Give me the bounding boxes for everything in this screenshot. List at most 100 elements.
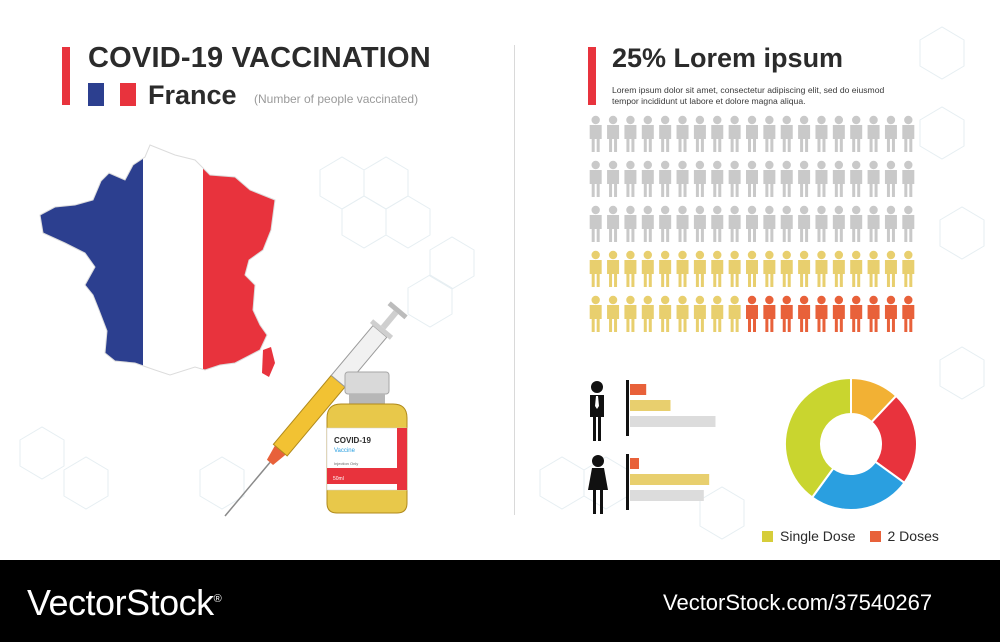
person-icon: [763, 250, 776, 287]
vial-brand: COVID-19: [334, 436, 371, 445]
person-icon: [589, 160, 602, 197]
person-icon: [728, 160, 741, 197]
center-divider: [514, 45, 515, 515]
person-icon: [798, 160, 811, 197]
person-icon: [746, 115, 758, 152]
person-icon: [728, 205, 741, 242]
person-icon: [659, 250, 672, 287]
person-icon: [659, 115, 672, 152]
person-icon: [693, 295, 706, 332]
person-icon: [902, 250, 915, 287]
person-icon: [728, 115, 741, 152]
france-map: [39, 144, 276, 377]
france-flag-icon: [88, 83, 136, 106]
person-icon: [746, 160, 758, 197]
person-icon: [850, 250, 863, 287]
person-icon: [711, 295, 724, 332]
legend-two-doses: 2 Doses: [869, 528, 939, 544]
stat-heading: 25% Lorem ipsum: [612, 43, 844, 73]
person-icon: [884, 115, 897, 152]
person-icon: [659, 160, 672, 197]
vaccine-vial: COVID-19 Vaccine Injection Only 50ml: [326, 371, 408, 514]
person-icon: [867, 115, 880, 152]
page-title: COVID-19 VACCINATION: [88, 42, 431, 74]
person-icon: [798, 115, 811, 152]
person-icon: [902, 115, 915, 152]
person-icon: [815, 115, 828, 152]
registered-mark: ®: [213, 593, 222, 605]
country-name: France: [148, 80, 237, 110]
bar-male-2: [630, 416, 716, 427]
person-icon: [780, 115, 793, 152]
person-icon: [624, 115, 637, 152]
person-icon: [850, 295, 863, 332]
bar-male-1: [630, 400, 671, 411]
female-icon: [588, 455, 608, 514]
person-icon: [884, 160, 897, 197]
person-icon: [798, 205, 811, 242]
person-icon: [763, 205, 776, 242]
footer-url[interactable]: VectorStock.com/37540267: [663, 590, 933, 615]
person-icon: [746, 295, 758, 332]
person-icon: [641, 205, 654, 242]
person-icon: [850, 115, 863, 152]
bar-female-1: [630, 474, 710, 485]
person-icon: [711, 160, 724, 197]
person-icon: [624, 160, 637, 197]
person-icon: [780, 205, 793, 242]
person-icon: [641, 250, 654, 287]
person-icon: [780, 295, 793, 332]
person-icon: [798, 250, 811, 287]
infographic-canvas: COVID-19 VACCINATION France (Number of p…: [19, 26, 985, 544]
person-icon: [815, 250, 828, 287]
person-icon: [746, 250, 758, 287]
bar-axis: [626, 454, 629, 510]
person-icon: [902, 160, 915, 197]
person-icon: [711, 205, 724, 242]
bar-male-0: [630, 384, 647, 395]
person-icon: [867, 295, 880, 332]
hexagon-background: [19, 26, 985, 540]
person-icon: [589, 115, 602, 152]
person-icon: [832, 115, 845, 152]
person-icon: [641, 160, 654, 197]
person-icon: [780, 160, 793, 197]
person-icon: [884, 250, 897, 287]
legend-single-dose-label: Single Dose: [780, 528, 856, 544]
person-icon: [815, 205, 828, 242]
person-icon: [902, 205, 915, 242]
person-icon: [676, 250, 689, 287]
person-icon: [832, 250, 845, 287]
male-icon: [590, 381, 604, 441]
person-icon: [728, 250, 741, 287]
person-icon: [624, 250, 637, 287]
person-icon: [641, 115, 654, 152]
vial-type: Vaccine: [334, 448, 356, 454]
bar-female-0: [630, 458, 639, 469]
footer-brand-name: VectorStock: [27, 582, 214, 623]
footer-brand[interactable]: VectorStock®: [27, 582, 222, 624]
person-icon: [607, 250, 620, 287]
person-icon: [624, 205, 637, 242]
legend-single-dose: Single Dose: [762, 528, 856, 544]
syringe-vial-illustration: COVID-19 Vaccine Injection Only 50ml: [224, 301, 408, 517]
person-icon: [867, 205, 880, 242]
person-icon: [884, 205, 897, 242]
gender-bar-chart: [626, 380, 716, 510]
person-icon: [832, 295, 845, 332]
person-icon: [780, 250, 793, 287]
person-icon: [676, 160, 689, 197]
person-icon: [798, 295, 811, 332]
person-icon: [676, 205, 689, 242]
person-icon: [850, 160, 863, 197]
person-icon: [607, 115, 620, 152]
legend-swatch-yellow: [762, 530, 773, 542]
person-icon: [711, 250, 724, 287]
chart-legend: Single Dose 2 Doses: [762, 528, 953, 544]
person-icon: [850, 205, 863, 242]
person-icon: [659, 205, 672, 242]
person-icon: [641, 295, 654, 332]
person-icon: [711, 115, 724, 152]
person-icon: [815, 295, 828, 332]
person-icon: [676, 295, 689, 332]
